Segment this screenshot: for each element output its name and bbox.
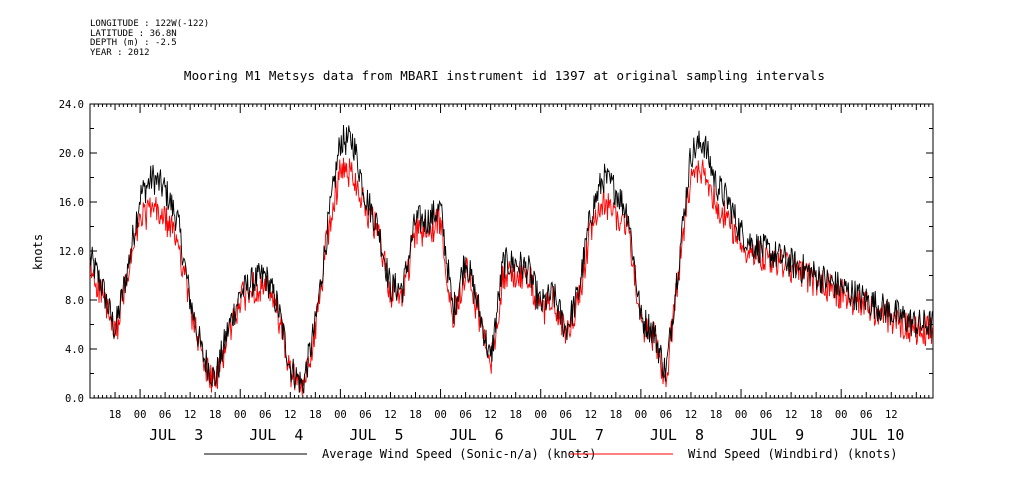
legend-label-average-wind: Average Wind Speed (Sonic-n/a) (knots) bbox=[322, 447, 597, 461]
series-windbird-line bbox=[89, 157, 934, 396]
x-hour-label: 18 bbox=[610, 409, 623, 421]
x-hour-label: 06 bbox=[159, 409, 172, 421]
x-hour-label: 18 bbox=[409, 409, 422, 421]
x-day-labels: JUL 3 JUL 4 JUL 5 JUL 6 JUL 7 JUL 8 JUL 9 JUL 1… bbox=[149, 426, 904, 444]
x-hour-label: 12 bbox=[184, 409, 197, 421]
legend-label-windbird: Wind Speed (Windbird) (knots) bbox=[688, 447, 898, 461]
x-hour-label: 06 bbox=[259, 409, 272, 421]
x-hour-label: 06 bbox=[459, 409, 472, 421]
y-tick-label: 24.0 bbox=[59, 99, 84, 111]
y-tick-label: 4.0 bbox=[65, 344, 84, 356]
y-axis-label: knots bbox=[31, 234, 45, 270]
x-day-label: JUL 4 bbox=[249, 426, 303, 444]
x-hour-label: 00 bbox=[134, 409, 147, 421]
y-tick-label: 20.0 bbox=[59, 148, 84, 160]
axis-ticks bbox=[89, 103, 934, 399]
x-hour-label: 12 bbox=[484, 409, 497, 421]
x-hour-label: 12 bbox=[384, 409, 397, 421]
depth-label: DEPTH (m) : -2.5 bbox=[90, 38, 177, 48]
y-tick-label: 8.0 bbox=[65, 295, 84, 307]
chart-title: Mooring M1 Metsys data from MBARI instru… bbox=[183, 68, 826, 83]
series-average-wind-line bbox=[89, 125, 934, 394]
x-hour-label: 06 bbox=[660, 409, 673, 421]
x-hour-label: 12 bbox=[685, 409, 698, 421]
x-hour-label: 06 bbox=[760, 409, 773, 421]
x-hour-label: 18 bbox=[509, 409, 522, 421]
x-hour-label: 12 bbox=[284, 409, 297, 421]
x-hour-label: 18 bbox=[309, 409, 322, 421]
x-hour-label: 00 bbox=[534, 409, 547, 421]
x-hour-label: 18 bbox=[209, 409, 222, 421]
x-hour-label: 00 bbox=[735, 409, 748, 421]
x-hour-label: 00 bbox=[334, 409, 347, 421]
x-hour-label: 12 bbox=[584, 409, 597, 421]
x-hour-label: 18 bbox=[109, 409, 122, 421]
year-label: YEAR : 2012 bbox=[90, 47, 150, 58]
x-day-label: JUL 6 bbox=[450, 426, 504, 444]
y-tick-label: 0.0 bbox=[65, 393, 84, 405]
metadata-block: LONGITUDE : 122W(-122) LATITUDE : 36.8N … bbox=[90, 19, 210, 58]
y-tick-label: 16.0 bbox=[59, 197, 84, 209]
x-hour-label: 00 bbox=[835, 409, 848, 421]
y-tick-labels: 0.0 4.0 8.0 12.0 16.0 20.0 24.0 bbox=[59, 99, 84, 405]
x-hour-label: 18 bbox=[810, 409, 823, 421]
series-lines bbox=[89, 125, 934, 396]
y-tick-label: 12.0 bbox=[59, 246, 84, 258]
x-hour-label: 12 bbox=[785, 409, 798, 421]
longitude-label: LONGITUDE : 122W(-122) bbox=[90, 19, 210, 29]
x-day-label: JUL 10 bbox=[850, 426, 904, 444]
x-day-label: JUL 9 bbox=[750, 426, 804, 444]
x-day-label: JUL 3 bbox=[149, 426, 203, 444]
x-hour-label: 06 bbox=[359, 409, 372, 421]
x-hour-label: 18 bbox=[710, 409, 723, 421]
x-hour-label: 06 bbox=[860, 409, 873, 421]
x-day-label: JUL 5 bbox=[349, 426, 403, 444]
x-hour-label: 06 bbox=[559, 409, 572, 421]
x-hour-label: 00 bbox=[635, 409, 648, 421]
x-day-label: JUL 7 bbox=[550, 426, 604, 444]
x-hour-label: 00 bbox=[434, 409, 447, 421]
x-hour-labels: 18 00 06 12 18 00 06 12 18 00 06 12 18 00 06 12 18 00 06 12… bbox=[109, 409, 898, 421]
x-day-label: JUL 8 bbox=[650, 426, 704, 444]
latitude-label: LATITUDE : 36.8N bbox=[90, 28, 177, 39]
x-hour-label: 12 bbox=[885, 409, 898, 421]
x-hour-label: 00 bbox=[234, 409, 247, 421]
